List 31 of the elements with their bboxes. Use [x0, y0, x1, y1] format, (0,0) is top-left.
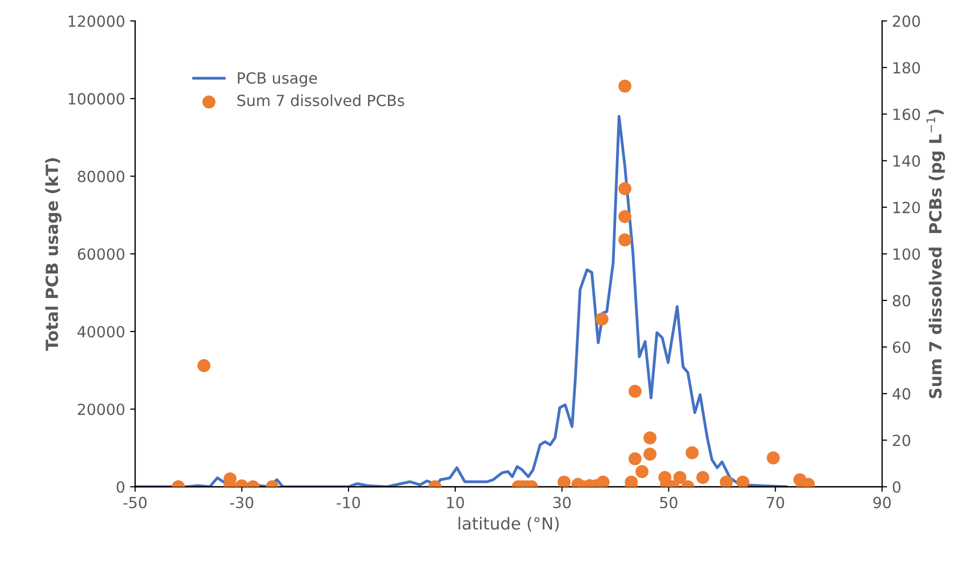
x-tick-label: 10 — [447, 496, 464, 508]
x-tick-label: 50 — [660, 496, 678, 508]
y-tick-label: 60000 — [78, 248, 124, 260]
y2-tick-label: 140 — [893, 155, 920, 167]
y2-tick-label: 60 — [892, 341, 910, 354]
x-tick-label: -30 — [230, 496, 254, 508]
y2-axis-title: Sum 7 dissolved PCBs (pg L$^{−1}$) — [926, 110, 945, 398]
y-tick-label: 40000 — [78, 326, 124, 338]
y2-tick-label: 40 — [892, 388, 910, 400]
legend-label: PCB usage — [238, 72, 317, 87]
y2-tick-label: 180 — [893, 62, 920, 74]
y-tick-label: 80000 — [78, 170, 124, 182]
x-axis-title: latitude (°N) — [458, 516, 559, 532]
y2-tick-label: 80 — [892, 294, 910, 306]
y2-tick-label: 100 — [893, 248, 920, 260]
x-tick-label: 90 — [873, 496, 891, 508]
x-tick-label: -50 — [123, 496, 147, 508]
y-tick-label: 0 — [116, 481, 124, 493]
y-tick-label: 100000 — [68, 93, 124, 105]
y-axis-title: Total PCB usage (kT) — [45, 158, 62, 351]
y-tick-label: 20000 — [78, 404, 124, 416]
y2-tick-label: 200 — [892, 15, 920, 27]
y2-tick-label: 20 — [892, 434, 910, 446]
y2-tick-label: 0 — [892, 481, 901, 493]
x-tick-label: 30 — [553, 496, 571, 508]
x-tick-label: 70 — [766, 496, 784, 508]
y2-tick-label: 160 — [893, 108, 920, 120]
y2-tick-label: 120 — [893, 202, 920, 214]
y-tick-label: 120000 — [68, 15, 124, 27]
legend-label: Sum 7 dissolved PCBs — [237, 94, 404, 106]
x-tick-label: -10 — [336, 496, 360, 508]
